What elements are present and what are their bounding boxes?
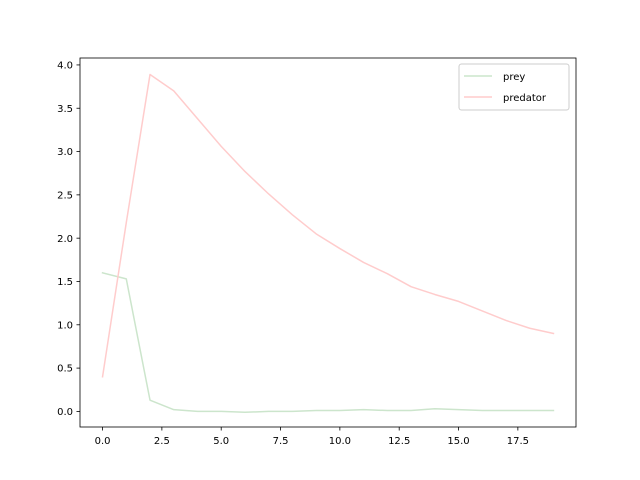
axes-layer: 0.0 2.5 5.0 7.5 10.0 12.5 15.0 17.5 0.0 0.5 1.0 1.5…: [57, 57, 577, 447]
series-layer: [101, 73, 555, 414]
y-tick-label: 2.0: [57, 234, 73, 245]
y-tick-label: 1.5: [57, 277, 73, 288]
legend-label-predator: predator: [503, 93, 547, 104]
y-tick-label: 0.0: [57, 407, 73, 418]
x-tick-label: 12.5: [388, 436, 410, 447]
x-tick-label: 15.0: [447, 436, 469, 447]
series-line-prey: [101, 271, 555, 414]
x-tick-label: 5.0: [213, 436, 229, 447]
x-tick-label: 10.0: [329, 436, 351, 447]
x-tick-label: 2.5: [154, 436, 170, 447]
series-line-predator: [101, 73, 555, 378]
legend-label-prey: prey: [503, 72, 525, 83]
y-tick-label: 4.0: [57, 61, 73, 72]
y-tick-label: 2.5: [57, 190, 73, 201]
x-tick-label: 0.0: [95, 436, 111, 447]
x-tick-label: 7.5: [273, 436, 289, 447]
x-tick-label: 17.5: [507, 436, 529, 447]
plot-frame: [79, 57, 577, 428]
y-tick-label: 3.0: [57, 147, 73, 158]
y-tick-label: 3.5: [57, 104, 73, 115]
legend: prey predator: [458, 63, 570, 111]
y-tick-label: 1.0: [57, 320, 73, 331]
y-tick-label: 0.5: [57, 364, 73, 375]
